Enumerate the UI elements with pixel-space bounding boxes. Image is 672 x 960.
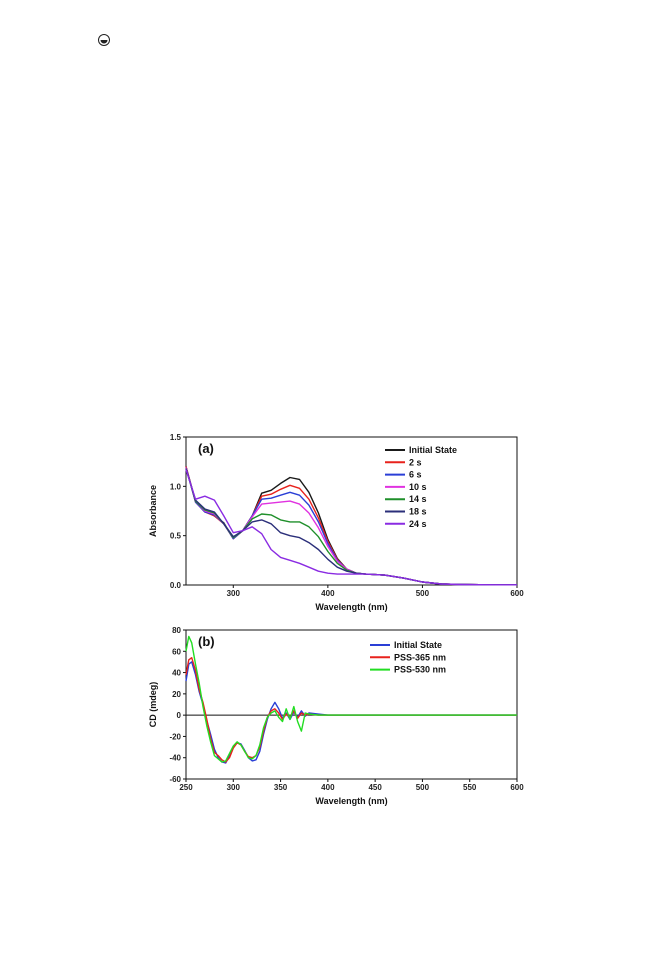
plot-frame <box>185 629 518 780</box>
legend-entry: Initial State <box>394 640 442 650</box>
x-tick-label: 300 <box>227 783 241 792</box>
series-line-2 <box>185 635 517 763</box>
circle-mark-icon <box>97 33 111 47</box>
y-axis-label: Absorbance <box>148 485 158 537</box>
legend-entry: 18 s <box>409 507 427 517</box>
x-tick-label: 300 <box>227 589 241 598</box>
legend-entry: PSS-365 nm <box>394 652 446 662</box>
series-line-3 <box>185 467 517 586</box>
y-axis-label: CD (mdeg) <box>148 682 158 728</box>
legend-entry: PSS-530 nm <box>394 665 446 675</box>
x-tick-label: 400 <box>321 783 335 792</box>
x-tick-label: 500 <box>416 589 430 598</box>
legend-entry: 2 s <box>409 457 422 467</box>
legend-entry: 24 s <box>409 519 427 529</box>
y-tick-label: 40 <box>172 669 181 678</box>
legend-entry: 10 s <box>409 482 427 492</box>
y-tick-label: -20 <box>169 732 181 741</box>
chart-panel-b: 250 300 350 400 450 500 550 600 -60 -40 -20 0 20 40 60… <box>148 626 524 806</box>
y-tick-label: 80 <box>172 626 181 635</box>
legend: Initial State PSS-365 nm PSS-530 nm <box>370 640 446 675</box>
series-line-0 <box>185 661 517 764</box>
series-line-2 <box>185 467 517 586</box>
y-tick-label: 0 <box>177 711 182 720</box>
y-tick-label: -40 <box>169 754 181 763</box>
x-tick-label: 550 <box>463 783 477 792</box>
legend-entry: Initial State <box>409 445 457 455</box>
y-tick-label: 1.0 <box>170 482 182 491</box>
y-tick-label: 1.5 <box>170 433 182 442</box>
legend: Initial State 2 s 6 s 10 s 14 s 18 s 24 s <box>385 445 457 529</box>
series-line-0 <box>185 466 517 586</box>
x-tick-label: 450 <box>368 783 382 792</box>
x-axis-label: Wavelength (nm) <box>315 796 387 806</box>
chart-panel-a: 300 400 500 600 0.0 0.5 1.0 1.5 Wavelength (nm) A… <box>148 433 524 612</box>
y-tick-label: 0.5 <box>170 532 182 541</box>
panel-label: (b) <box>198 634 215 649</box>
panel-label: (a) <box>198 441 214 456</box>
y-tick-label: 60 <box>172 647 181 656</box>
series-line-1 <box>185 466 517 586</box>
x-tick-label: 600 <box>510 589 524 598</box>
series-line-5 <box>185 468 517 586</box>
x-tick-label: 250 <box>179 783 193 792</box>
plot-frame <box>185 436 518 586</box>
legend-entry: 6 s <box>409 470 422 480</box>
x-tick-label: 350 <box>274 783 288 792</box>
y-tick-label: 20 <box>172 690 181 699</box>
x-axis-label: Wavelength (nm) <box>315 602 387 612</box>
series-line-4 <box>185 468 517 586</box>
series-line-1 <box>185 657 517 763</box>
x-tick-label: 600 <box>510 783 524 792</box>
y-tick-label: 0.0 <box>170 581 182 590</box>
legend-entry: 14 s <box>409 494 427 504</box>
y-tick-label: -60 <box>169 775 181 784</box>
series-line-6 <box>185 469 517 586</box>
x-tick-label: 400 <box>321 589 335 598</box>
x-tick-label: 500 <box>416 783 430 792</box>
